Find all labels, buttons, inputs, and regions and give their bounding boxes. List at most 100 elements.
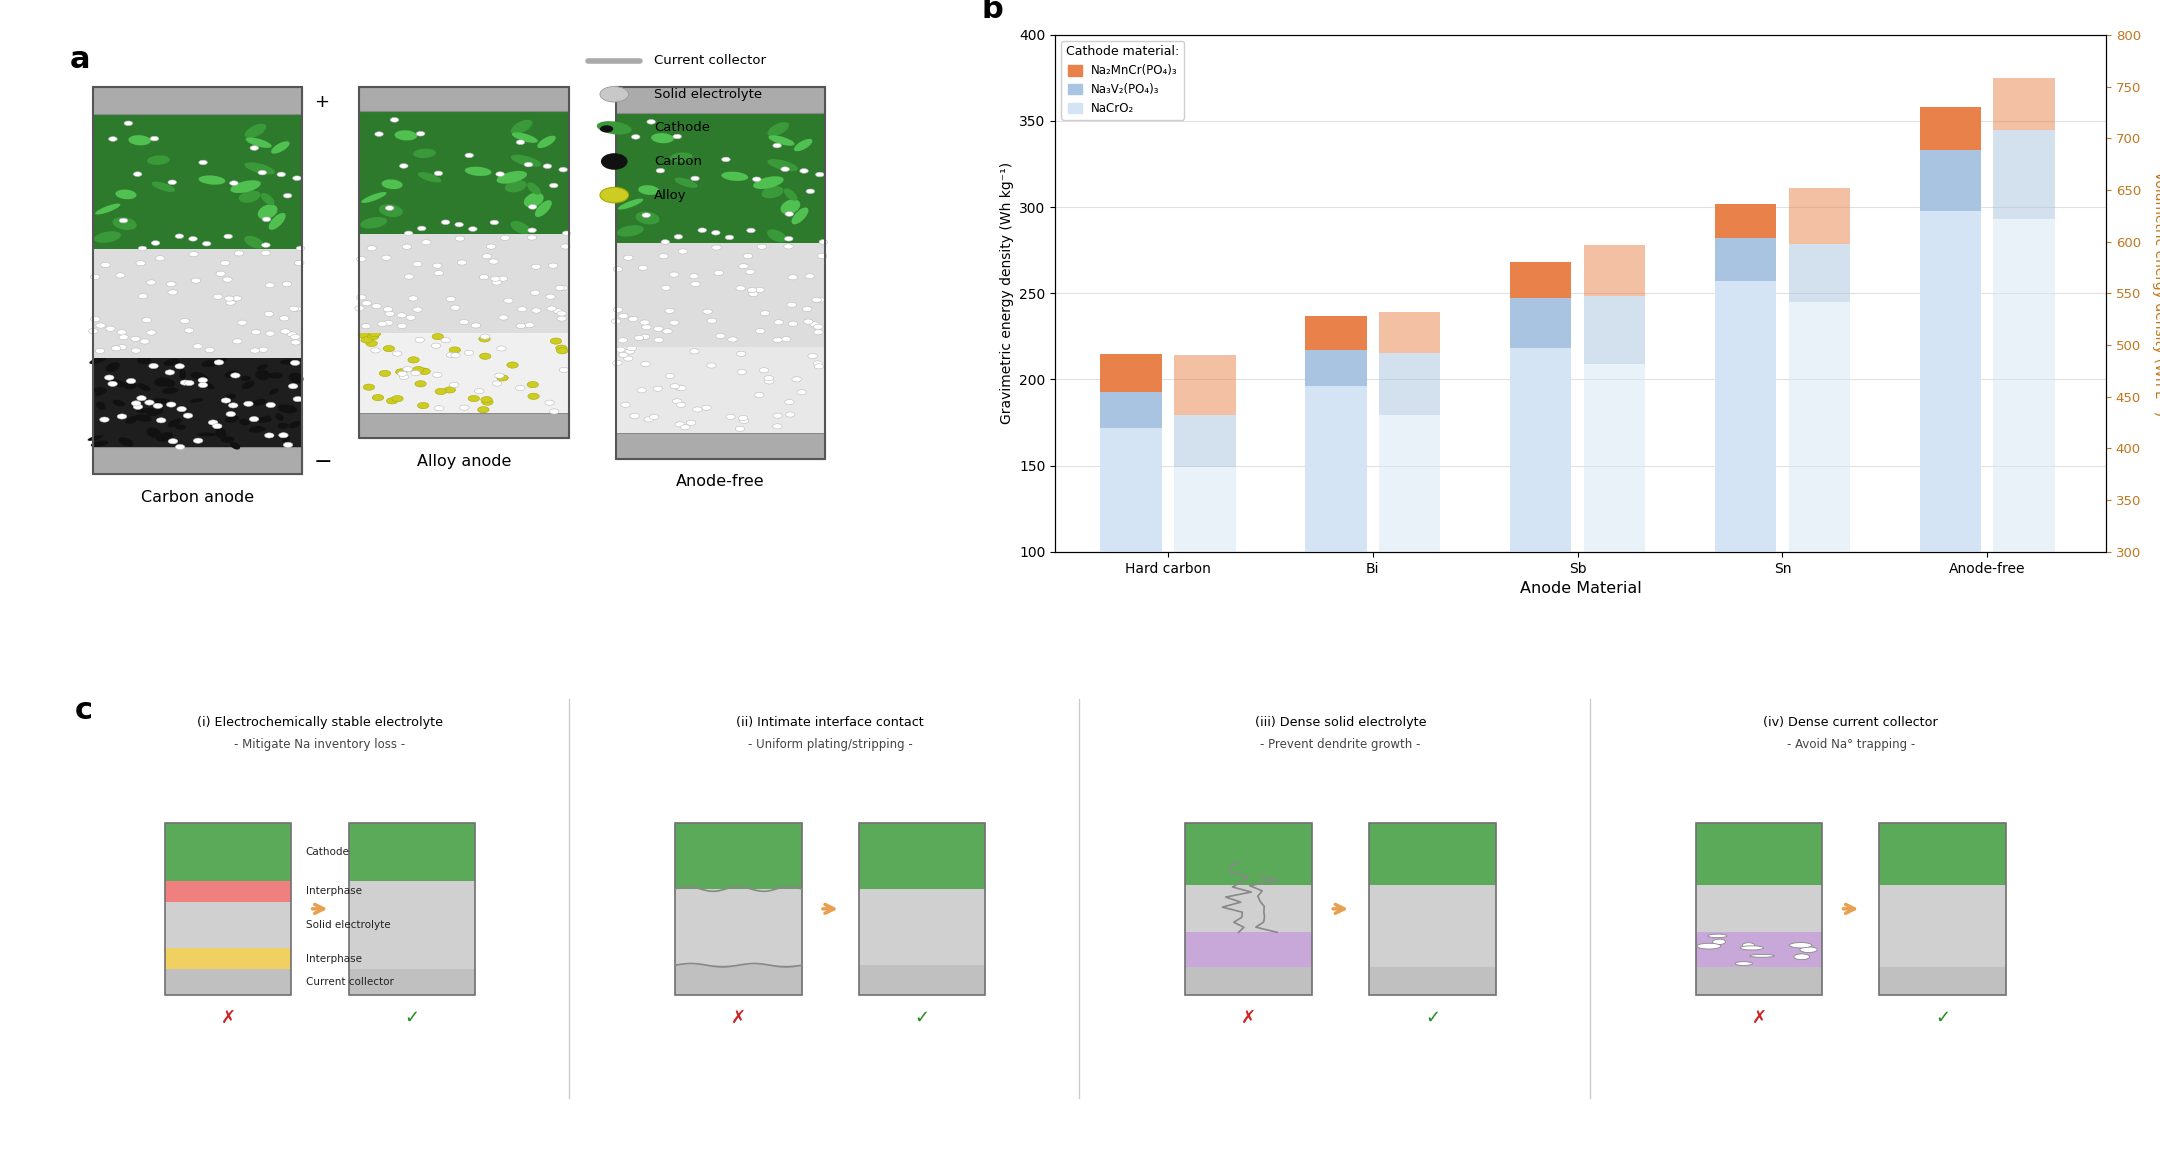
Ellipse shape xyxy=(417,403,430,408)
Ellipse shape xyxy=(212,423,222,429)
Ellipse shape xyxy=(151,398,171,404)
Bar xyxy=(1920,107,1981,151)
Ellipse shape xyxy=(464,153,473,158)
Ellipse shape xyxy=(676,385,687,391)
Ellipse shape xyxy=(93,387,106,393)
Ellipse shape xyxy=(728,336,737,342)
Ellipse shape xyxy=(765,379,773,384)
Ellipse shape xyxy=(434,171,443,175)
Ellipse shape xyxy=(432,372,443,377)
Ellipse shape xyxy=(499,276,508,281)
Ellipse shape xyxy=(773,338,782,342)
Ellipse shape xyxy=(624,356,633,361)
Bar xyxy=(1369,885,1495,966)
Ellipse shape xyxy=(449,383,458,387)
Ellipse shape xyxy=(415,338,426,342)
Text: Anode-free: Anode-free xyxy=(676,474,765,490)
Text: (iv) Dense current collector: (iv) Dense current collector xyxy=(1763,716,1938,730)
Ellipse shape xyxy=(804,319,812,324)
Bar xyxy=(1510,262,1572,298)
Ellipse shape xyxy=(156,255,164,261)
Ellipse shape xyxy=(816,172,825,176)
Bar xyxy=(676,822,801,995)
Ellipse shape xyxy=(400,375,408,379)
Ellipse shape xyxy=(117,414,127,419)
Ellipse shape xyxy=(531,307,540,313)
Ellipse shape xyxy=(814,364,823,369)
Ellipse shape xyxy=(760,311,769,316)
Text: - Mitigate Na inventory loss -: - Mitigate Na inventory loss - xyxy=(235,739,406,752)
Bar xyxy=(1305,316,1367,350)
Ellipse shape xyxy=(95,203,121,215)
Ellipse shape xyxy=(445,386,456,393)
Ellipse shape xyxy=(117,345,127,350)
Bar xyxy=(616,242,825,347)
Ellipse shape xyxy=(229,403,238,408)
Text: Cathode: Cathode xyxy=(307,847,350,857)
Ellipse shape xyxy=(1741,945,1763,950)
Ellipse shape xyxy=(166,282,177,287)
Ellipse shape xyxy=(490,276,501,282)
Ellipse shape xyxy=(421,240,432,245)
Ellipse shape xyxy=(190,372,205,379)
Ellipse shape xyxy=(201,382,214,390)
Bar xyxy=(93,114,302,249)
Ellipse shape xyxy=(365,340,378,347)
Ellipse shape xyxy=(654,326,663,332)
Ellipse shape xyxy=(179,369,186,379)
Ellipse shape xyxy=(557,311,566,316)
Ellipse shape xyxy=(497,171,527,183)
Ellipse shape xyxy=(618,198,644,210)
Ellipse shape xyxy=(194,438,203,443)
Ellipse shape xyxy=(89,328,97,334)
Ellipse shape xyxy=(123,121,132,125)
Bar xyxy=(1378,415,1441,724)
Ellipse shape xyxy=(726,414,734,420)
Ellipse shape xyxy=(635,335,644,341)
Ellipse shape xyxy=(557,285,568,290)
Ellipse shape xyxy=(95,390,106,397)
Ellipse shape xyxy=(745,269,756,275)
Ellipse shape xyxy=(698,227,706,232)
Ellipse shape xyxy=(91,441,108,447)
Ellipse shape xyxy=(691,176,700,181)
Ellipse shape xyxy=(458,260,467,266)
Ellipse shape xyxy=(117,329,127,335)
Ellipse shape xyxy=(261,242,270,247)
Text: - Prevent dendrite growth -: - Prevent dendrite growth - xyxy=(1261,739,1421,752)
Ellipse shape xyxy=(814,297,825,303)
Ellipse shape xyxy=(471,322,482,328)
Ellipse shape xyxy=(361,336,372,343)
Ellipse shape xyxy=(447,297,456,302)
Ellipse shape xyxy=(279,405,298,413)
Ellipse shape xyxy=(138,246,147,251)
Ellipse shape xyxy=(702,405,711,411)
Ellipse shape xyxy=(786,412,795,418)
Ellipse shape xyxy=(102,262,110,268)
Ellipse shape xyxy=(754,288,765,292)
Ellipse shape xyxy=(387,398,397,404)
Ellipse shape xyxy=(283,442,294,448)
Ellipse shape xyxy=(151,241,160,246)
Bar xyxy=(164,882,292,901)
X-axis label: Anode Material: Anode Material xyxy=(1521,581,1642,596)
Bar xyxy=(359,234,568,333)
Ellipse shape xyxy=(413,261,421,267)
Ellipse shape xyxy=(505,180,527,193)
Ellipse shape xyxy=(255,370,270,380)
Ellipse shape xyxy=(136,396,147,401)
Ellipse shape xyxy=(397,371,406,376)
Bar xyxy=(1175,415,1236,467)
Ellipse shape xyxy=(674,385,685,391)
Ellipse shape xyxy=(143,318,151,322)
Ellipse shape xyxy=(434,389,447,394)
Ellipse shape xyxy=(413,307,423,312)
Ellipse shape xyxy=(480,275,488,280)
Ellipse shape xyxy=(287,332,296,336)
Ellipse shape xyxy=(469,226,477,231)
Ellipse shape xyxy=(624,349,635,354)
Ellipse shape xyxy=(363,300,372,306)
Ellipse shape xyxy=(531,290,540,296)
Ellipse shape xyxy=(184,380,194,385)
Bar xyxy=(860,965,985,995)
